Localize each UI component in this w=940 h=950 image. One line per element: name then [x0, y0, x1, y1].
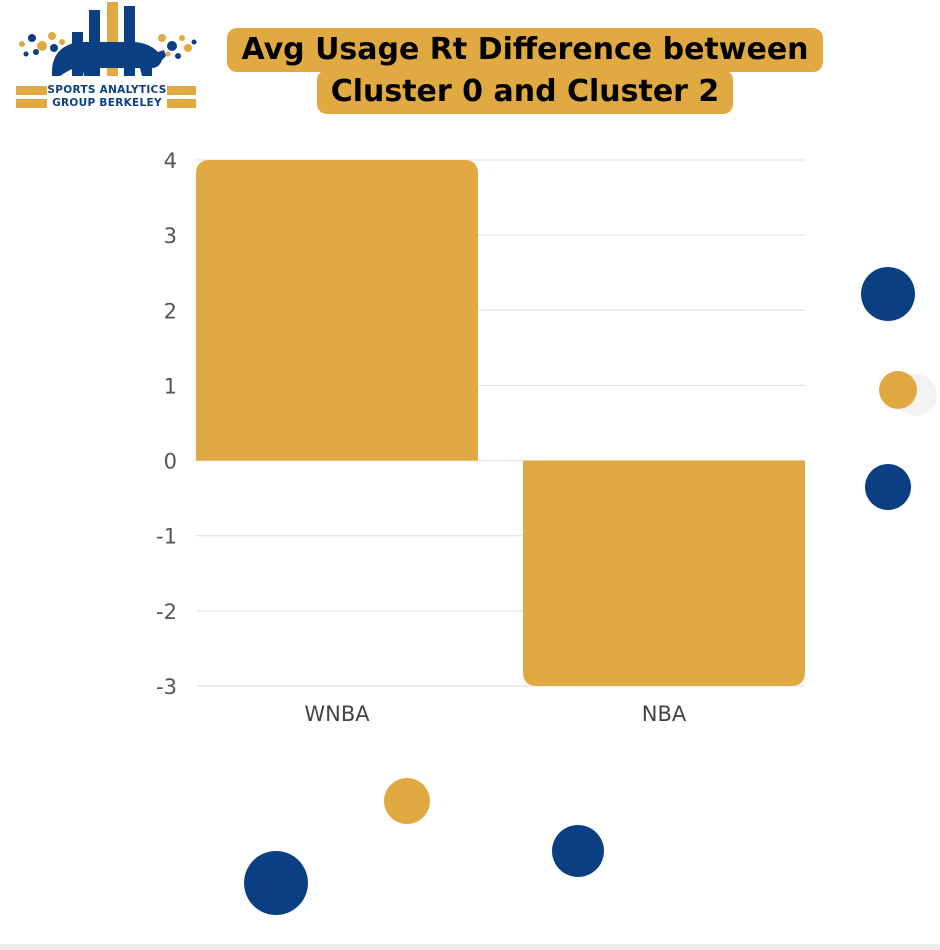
y-tick-label: 1	[164, 374, 177, 398]
y-tick-label: 0	[164, 450, 177, 474]
y-tick-label: 3	[164, 224, 177, 248]
y-tick-label: 4	[164, 149, 177, 173]
x-category-label: NBA	[642, 702, 687, 726]
sports-analytics-logo: SPORTS ANALYTICS GROUP BERKELEY	[12, 2, 202, 112]
decorative-dot	[244, 851, 308, 915]
decorative-dots	[244, 267, 937, 915]
decorative-dot	[384, 778, 430, 824]
bear-bars-emblem	[19, 2, 197, 76]
decorative-dot	[879, 371, 917, 409]
bars	[196, 160, 805, 686]
y-tick-label: 2	[164, 299, 177, 323]
y-axis-ticks: 4 3 2 1 0 -1 -2 -3	[156, 149, 177, 699]
bar-wnba	[196, 160, 478, 461]
bar-nba	[523, 460, 805, 686]
chart-title: Avg Usage Rt Difference between Cluster …	[200, 28, 850, 114]
y-tick-label: -1	[156, 525, 177, 549]
logo-text-line-2: GROUP BERKELEY	[47, 97, 167, 109]
footer-strip	[0, 944, 940, 950]
x-category-label: WNBA	[304, 702, 370, 726]
decorative-dot	[552, 825, 604, 877]
logo-text-line-1: SPORTS ANALYTICS	[47, 84, 167, 96]
decorative-dot	[861, 267, 915, 321]
x-axis-categories: WNBA NBA	[304, 702, 686, 726]
decorative-dot	[865, 464, 911, 510]
y-tick-label: -3	[156, 675, 177, 699]
chart-title-line-1: Avg Usage Rt Difference between	[227, 28, 823, 72]
chart-title-line-2: Cluster 0 and Cluster 2	[316, 70, 734, 114]
y-tick-label: -2	[156, 600, 177, 624]
